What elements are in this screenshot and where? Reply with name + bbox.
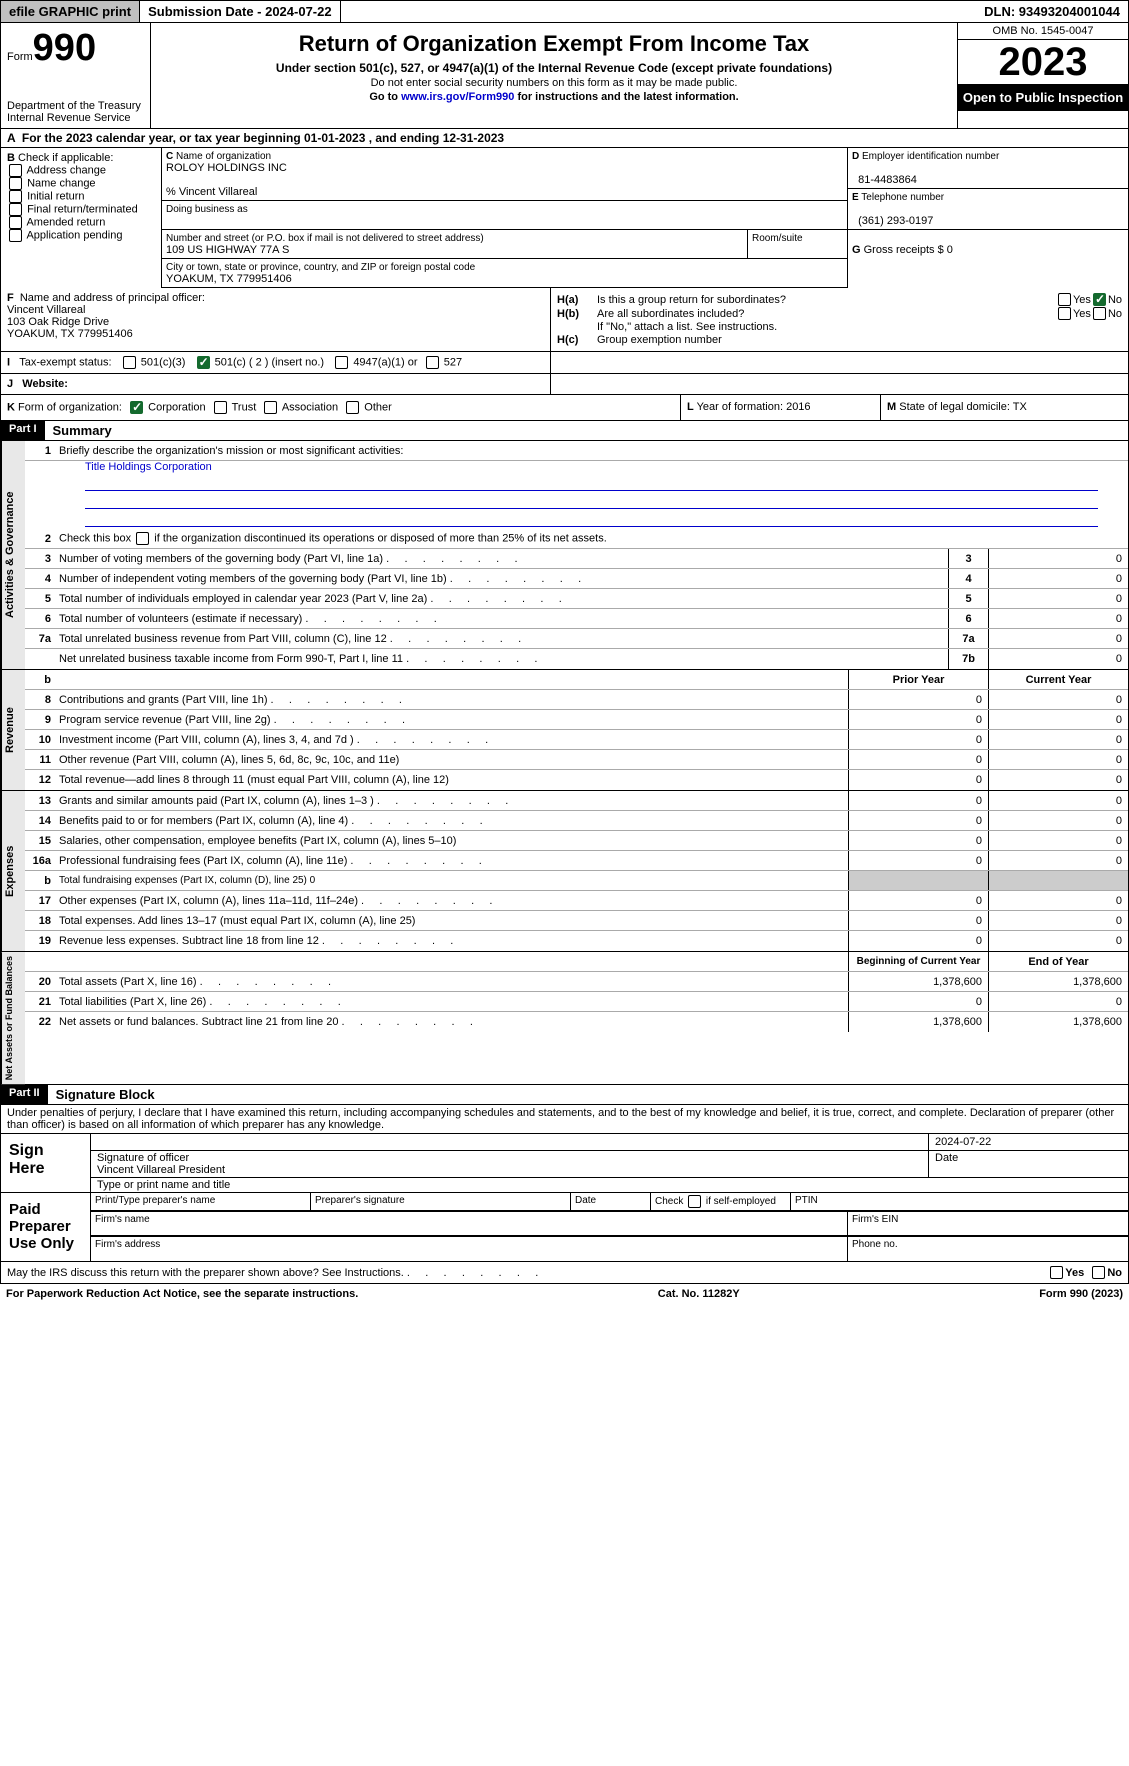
vlabel-gov: Activities & Governance (1, 441, 25, 669)
link-note: Go to www.irs.gov/Form990 for instructio… (159, 91, 949, 103)
omb-number: OMB No. 1545-0047 (958, 23, 1128, 40)
rev-row: 11Other revenue (Part VIII, column (A), … (25, 750, 1128, 770)
chk-amended[interactable] (9, 216, 22, 229)
row-i: I Tax-exempt status: 501(c)(3) 501(c) ( … (1, 352, 551, 373)
net-row: 21Total liabilities (Part X, line 26)00 (25, 992, 1128, 1012)
chk-other[interactable] (346, 401, 359, 414)
exp-row: 18Total expenses. Add lines 13–17 (must … (25, 911, 1128, 931)
top-bar: efile GRAPHIC print Submission Date - 20… (0, 0, 1129, 23)
section-governance: Activities & Governance 1Briefly describ… (0, 441, 1129, 670)
chk-ha-yes[interactable] (1058, 293, 1071, 306)
exp-row: 17Other expenses (Part IX, column (A), l… (25, 891, 1128, 911)
row-l: L Year of formation: 2016 (681, 395, 881, 420)
rev-row: 12Total revenue—add lines 8 through 11 (… (25, 770, 1128, 790)
chk-self-emp[interactable] (688, 1195, 701, 1208)
chk-hb-yes[interactable] (1058, 307, 1071, 320)
box-f: F Name and address of principal officer:… (1, 288, 551, 351)
exp-row: 16aProfessional fundraising fees (Part I… (25, 851, 1128, 871)
row-klm: K Form of organization: Corporation Trus… (0, 395, 1129, 421)
gov-row: 3Number of voting members of the governi… (25, 549, 1128, 569)
gov-row: 7aTotal unrelated business revenue from … (25, 629, 1128, 649)
chk-4947[interactable] (335, 356, 348, 369)
sig-declaration: Under penalties of perjury, I declare th… (0, 1105, 1129, 1134)
vlabel-net: Net Assets or Fund Balances (1, 952, 25, 1084)
chk-discontinued[interactable] (136, 532, 149, 545)
section-netassets: Net Assets or Fund Balances Beginning of… (0, 952, 1129, 1085)
box-e: E Telephone number (361) 293-0197 (848, 189, 1128, 230)
box-c-city: City or town, state or province, country… (162, 259, 848, 288)
form-header: Form990 Department of the Treasury Inter… (0, 23, 1129, 129)
page-footer: For Paperwork Reduction Act Notice, see … (0, 1284, 1129, 1304)
row-a: A For the 2023 calendar year, or tax yea… (0, 129, 1129, 148)
section-expenses: Expenses 13Grants and similar amounts pa… (0, 791, 1129, 952)
open-public: Open to Public Inspection (958, 84, 1128, 111)
row-m: M State of legal domicile: TX (881, 395, 1128, 420)
box-h: H(a)Is this a group return for subordina… (551, 288, 1128, 351)
main-info-box: B Check if applicable: Address change Na… (0, 148, 1129, 288)
dln: DLN: 93493204001044 (976, 1, 1128, 22)
submission-date: Submission Date - 2024-07-22 (140, 1, 341, 22)
chk-final[interactable] (9, 203, 22, 216)
rev-row: 9Program service revenue (Part VIII, lin… (25, 710, 1128, 730)
net-row: 22Net assets or fund balances. Subtract … (25, 1012, 1128, 1032)
chk-address[interactable] (9, 164, 22, 177)
exp-row: bTotal fundraising expenses (Part IX, co… (25, 871, 1128, 891)
vlabel-rev: Revenue (1, 670, 25, 790)
chk-discuss-yes[interactable] (1050, 1266, 1063, 1279)
chk-pending[interactable] (9, 229, 22, 242)
box-d: D Employer identification number 81-4483… (848, 148, 1128, 189)
gov-row: Net unrelated business taxable income fr… (25, 649, 1128, 669)
form-title: Return of Organization Exempt From Incom… (159, 31, 949, 57)
part2-header: Part II Signature Block (0, 1085, 1129, 1105)
row-j: J Website: (1, 374, 551, 394)
exp-row: 14Benefits paid to or for members (Part … (25, 811, 1128, 831)
rev-row: 10Investment income (Part VIII, column (… (25, 730, 1128, 750)
chk-discuss-no[interactable] (1092, 1266, 1105, 1279)
chk-assoc[interactable] (264, 401, 277, 414)
exp-row: 19Revenue less expenses. Subtract line 1… (25, 931, 1128, 951)
chk-corp[interactable] (130, 401, 143, 414)
dept: Department of the Treasury Internal Reve… (7, 100, 144, 124)
box-g: G Gross receipts $ 0 (848, 230, 1128, 258)
mission-desc: Title Holdings Corporation (25, 461, 1128, 473)
paid-preparer-block: Paid Preparer Use Only Print/Type prepar… (0, 1193, 1129, 1262)
chk-501c[interactable] (197, 356, 210, 369)
box-c-dba: Doing business as (162, 201, 848, 230)
box-c-room: Room/suite (748, 230, 848, 259)
net-row: 20Total assets (Part X, line 16)1,378,60… (25, 972, 1128, 992)
gov-row: 6Total number of volunteers (estimate if… (25, 609, 1128, 629)
part1-header: Part I Summary (0, 421, 1129, 441)
tax-year: 2023 (958, 40, 1128, 84)
vlabel-exp: Expenses (1, 791, 25, 951)
row-fh: F Name and address of principal officer:… (0, 288, 1129, 352)
section-revenue: Revenue bPrior YearCurrent Year 8Contrib… (0, 670, 1129, 791)
exp-row: 13Grants and similar amounts paid (Part … (25, 791, 1128, 811)
chk-name[interactable] (9, 177, 22, 190)
form-number: Form990 (7, 27, 144, 70)
exp-row: 15Salaries, other compensation, employee… (25, 831, 1128, 851)
ssn-note: Do not enter social security numbers on … (159, 77, 949, 89)
chk-527[interactable] (426, 356, 439, 369)
box-b: B Check if applicable: Address change Na… (1, 148, 161, 288)
chk-initial[interactable] (9, 190, 22, 203)
box-c-name: C Name of organization ROLOY HOLDINGS IN… (162, 148, 848, 201)
gov-row: 4Number of independent voting members of… (25, 569, 1128, 589)
efile-badge: efile GRAPHIC print (1, 1, 140, 22)
row-k: K Form of organization: Corporation Trus… (1, 395, 681, 420)
chk-trust[interactable] (214, 401, 227, 414)
chk-hb-no[interactable] (1093, 307, 1106, 320)
gov-row: 5Total number of individuals employed in… (25, 589, 1128, 609)
discuss-row: May the IRS discuss this return with the… (0, 1262, 1129, 1284)
rev-row: 8Contributions and grants (Part VIII, li… (25, 690, 1128, 710)
box-c-addr: Number and street (or P.O. box if mail i… (162, 230, 748, 259)
chk-ha-no[interactable] (1093, 293, 1106, 306)
irs-link[interactable]: www.irs.gov/Form990 (401, 91, 514, 103)
sign-here-block: Sign Here 2024-07-22 Signature of office… (0, 1134, 1129, 1193)
form-subtitle: Under section 501(c), 527, or 4947(a)(1)… (159, 61, 949, 75)
chk-501c3[interactable] (123, 356, 136, 369)
